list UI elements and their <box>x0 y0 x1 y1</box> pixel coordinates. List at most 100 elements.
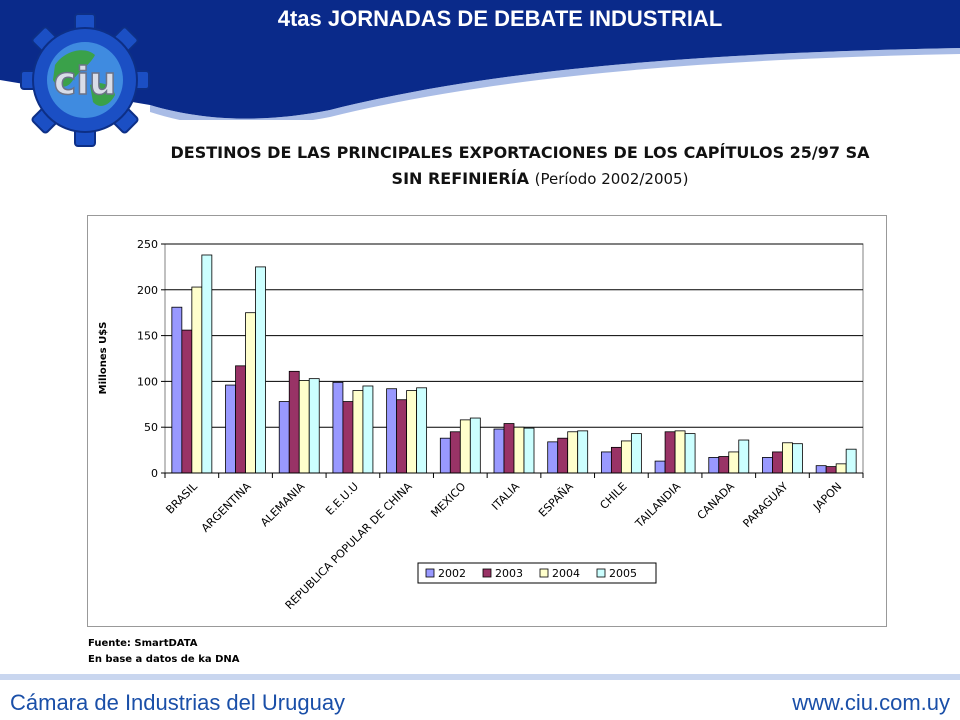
x-tick-label: TAILANDIA <box>632 480 683 531</box>
bar-2003-10 <box>718 456 730 474</box>
bar-2002-9 <box>654 460 666 474</box>
bar-2002-8 <box>600 451 612 474</box>
header-band <box>0 0 960 120</box>
bar-2004-9 <box>674 430 686 474</box>
legend: 2002 2003 2004 2005 <box>417 562 657 584</box>
bar-2005-9 <box>684 433 696 474</box>
bar-2004-1 <box>245 312 256 474</box>
legend-box <box>417 562 657 584</box>
bar-2005-11 <box>792 443 803 474</box>
bar-2004-3 <box>352 390 364 474</box>
bar-2004-10 <box>728 451 740 474</box>
bar-2002-1 <box>225 384 236 474</box>
bar-2003-5 <box>449 431 461 474</box>
footer-divider <box>0 674 960 680</box>
bar-2005-12 <box>845 448 857 474</box>
bar-2003-7 <box>557 437 569 474</box>
x-tick-label: ITALIA <box>489 480 522 513</box>
bar-2002-2 <box>278 401 290 474</box>
bar-2002-12 <box>815 465 827 474</box>
x-tick-label: CANADA <box>695 480 738 523</box>
slide-title-main: SIN REFINIERÍA <box>391 169 530 188</box>
bar-2003-1 <box>235 365 246 474</box>
bar-2002-10 <box>708 457 720 474</box>
bar-2004-11 <box>782 442 793 474</box>
x-tick-label: CHILE <box>597 480 629 512</box>
bar-2003-12 <box>825 466 837 474</box>
bar-2005-4 <box>416 387 428 474</box>
bar-2005-10 <box>738 439 750 474</box>
bar-2003-0 <box>181 329 193 474</box>
header-title: 4tas JORNADAS DE DEBATE INDUSTRIAL <box>277 6 723 31</box>
x-tick-label: BRASIL <box>163 479 200 516</box>
bar-2002-11 <box>762 457 773 474</box>
slide-title-line2: SIN REFINIERÍA (Período 2002/2005) <box>135 166 945 192</box>
ciu-gear-logo-icon: ciu <box>20 13 150 147</box>
logo-text: ciu <box>54 59 117 103</box>
legend-label-2002: 2002 <box>438 567 466 580</box>
x-tick-label: JAPON <box>810 480 844 514</box>
bar-2003-4 <box>396 399 408 474</box>
legend-swatch-2004 <box>539 568 549 578</box>
y-tick-label: 0 <box>151 467 158 480</box>
y-axis: 0 50 100 150 200 250 <box>137 238 165 480</box>
legend-swatch-2002 <box>425 568 435 578</box>
bar-2004-0 <box>191 286 203 474</box>
bar-2004-5 <box>459 419 471 474</box>
bar-2002-3 <box>332 381 344 474</box>
x-tick-label: ARGENTINA <box>199 480 254 535</box>
bar-2003-6 <box>503 423 515 474</box>
bar-2004-2 <box>298 380 310 474</box>
y-tick-label: 50 <box>144 421 158 434</box>
bar-2005-2 <box>308 378 320 474</box>
legend-label-2005: 2005 <box>609 567 637 580</box>
bar-2003-3 <box>342 401 354 474</box>
y-tick-label: 150 <box>137 330 158 343</box>
plot-area <box>164 243 864 474</box>
x-tick-label: ALEMANIA <box>258 480 308 530</box>
bar-2005-3 <box>362 385 374 474</box>
source-line1: Fuente: SmartDATA <box>88 638 198 649</box>
y-axis-title: Millones U$S <box>98 322 109 395</box>
bar-2002-4 <box>386 388 398 474</box>
bar-2002-7 <box>547 441 559 474</box>
chart-container: 0 50 100 150 200 250 BRASIL ARGENTINA ALEMANIA E… <box>87 215 887 627</box>
bar-2005-7 <box>577 430 589 474</box>
slide-title: DESTINOS DE LAS PRINCIPALES EXPORTACIONE… <box>95 140 945 192</box>
source-line2: En base a datos de ka DNA <box>88 654 240 665</box>
bar-2005-6 <box>523 427 535 474</box>
bar-2005-0 <box>201 254 213 474</box>
y-tick-label: 250 <box>137 238 158 251</box>
y-tick-label: 100 <box>137 375 158 388</box>
bar-2003-2 <box>288 370 300 474</box>
bar-2004-4 <box>406 390 418 474</box>
x-tick-label: PARAGUAY <box>740 480 790 530</box>
source-note: Fuente: SmartDATA En base a datos de ka … <box>88 636 239 668</box>
bar-2004-12 <box>835 463 847 474</box>
footer-org-name: Cámara de Industrias del Uruguay <box>10 690 346 715</box>
bar-2002-0 <box>171 306 183 474</box>
bar-2005-5 <box>469 417 481 474</box>
bar-2003-11 <box>772 451 783 474</box>
x-tick-label: E.E.U.U <box>323 480 361 518</box>
legend-swatch-2003 <box>482 568 492 578</box>
legend-label-2004: 2004 <box>552 567 580 580</box>
bar-2004-7 <box>567 431 579 474</box>
bar-2004-8 <box>620 440 632 474</box>
slide-title-line1: DESTINOS DE LAS PRINCIPALES EXPORTACIONE… <box>170 143 870 162</box>
x-tick-label: ESPAÑA <box>536 480 576 520</box>
footer-website: www.ciu.com.uy <box>792 690 950 715</box>
bar-2002-6 <box>493 428 505 474</box>
x-tick-label: MEXICO <box>428 480 468 520</box>
bar-2002-5 <box>439 437 451 474</box>
legend-swatch-2005 <box>596 568 606 578</box>
bar-2005-1 <box>255 266 266 474</box>
legend-label-2003: 2003 <box>495 567 523 580</box>
slide-title-period: (Período 2002/2005) <box>534 170 689 188</box>
y-tick-label: 200 <box>137 284 158 297</box>
bar-2004-6 <box>513 426 525 474</box>
bar-2003-9 <box>664 431 676 474</box>
bar-2005-8 <box>630 433 642 474</box>
